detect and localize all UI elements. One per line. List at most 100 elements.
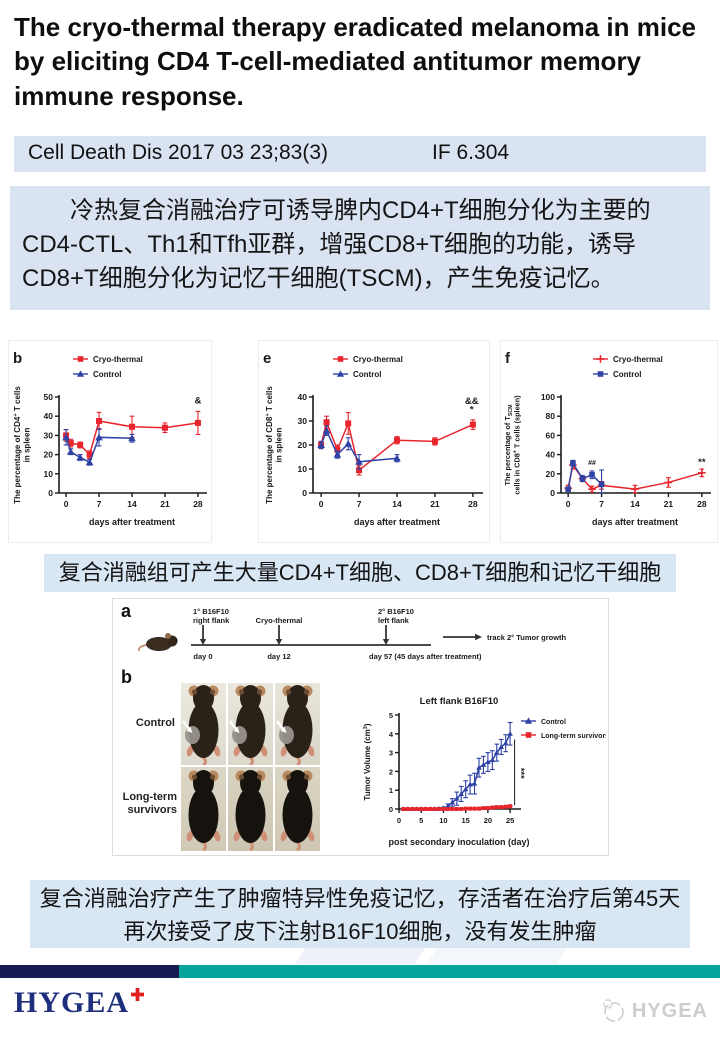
svg-text:15: 15 xyxy=(461,816,469,825)
svg-text:20: 20 xyxy=(484,816,492,825)
impact-factor: IF 6.304 xyxy=(432,141,510,164)
svg-text:cells in CD8+ T cells (spleen): cells in CD8+ T cells (spleen) xyxy=(513,395,522,495)
hygea-logo-text: HYGEA xyxy=(14,986,130,1019)
svg-text:7: 7 xyxy=(357,499,362,509)
footer-bar-navy xyxy=(0,965,179,978)
svg-text:50: 50 xyxy=(44,392,54,402)
hygea-watermark-text: HYGEA xyxy=(631,999,708,1022)
svg-text:Control: Control xyxy=(541,719,566,726)
svg-text:10: 10 xyxy=(44,469,54,479)
summary-box: 冷热复合消融治疗可诱导脾内CD4+T细胞分化为主要的CD4-CTL、Th1和Tf… xyxy=(10,186,710,310)
decorative-ribbon xyxy=(427,948,567,964)
svg-text:0: 0 xyxy=(302,488,307,498)
svg-text:10: 10 xyxy=(298,464,308,474)
memory-caption-line1: 复合消融治疗产生了肿瘤特异性免疫记忆，存活者在治疗后第45天 xyxy=(39,886,681,911)
svg-text:b: b xyxy=(13,350,22,367)
svg-text:30: 30 xyxy=(298,416,308,426)
svg-text:The percentage of CD8+ T cells: The percentage of CD8+ T cells xyxy=(265,386,274,504)
svg-text:2° B16F10: 2° B16F10 xyxy=(378,607,414,616)
mouse-photo xyxy=(275,683,320,765)
hygea-logo: HYGEA xyxy=(14,986,145,1020)
svg-text:21: 21 xyxy=(664,499,674,509)
tscm-chart: 0 20 40 60 80 100 0 7 14 21 28 days after treatment… xyxy=(503,350,711,527)
photo-row-label-control: Control xyxy=(135,717,175,729)
svg-text:0: 0 xyxy=(566,499,571,509)
svg-text:**: ** xyxy=(698,457,706,468)
svg-text:80: 80 xyxy=(546,411,556,421)
svg-text:0: 0 xyxy=(319,499,324,509)
svg-text:post secondary inoculation (da: post secondary inoculation (day) xyxy=(388,837,529,847)
hygea-emblem-icon xyxy=(600,998,626,1024)
svg-text:30: 30 xyxy=(44,430,54,440)
svg-text:Cryo-thermal: Cryo-thermal xyxy=(93,355,143,364)
svg-text:##: ## xyxy=(588,460,596,467)
svg-text:1° B16F10: 1° B16F10 xyxy=(193,607,229,616)
cd4-spleen-chart: 0 10 20 30 40 50 0 7 14 21 28 days after treatment T… xyxy=(13,350,207,527)
svg-text:21: 21 xyxy=(160,499,170,509)
charts-caption: 复合消融组可产生大量CD4+T细胞、CD8+T细胞和记忆干细胞 xyxy=(44,554,676,592)
svg-text:Long-term survivors: Long-term survivors xyxy=(541,733,606,740)
footer-bar-teal xyxy=(179,965,720,978)
svg-text:0: 0 xyxy=(389,805,393,814)
memory-figure-card: a 1° B16F10 right flank Cryo-thermal 2° B16… xyxy=(112,598,609,856)
svg-text:7: 7 xyxy=(599,499,604,509)
svg-text:The percentage of TSCM: The percentage of TSCM xyxy=(503,404,514,486)
svg-text:40: 40 xyxy=(44,411,54,421)
svg-text:track 2° Tumor growth: track 2° Tumor growth xyxy=(487,633,567,642)
mouse-photo xyxy=(181,767,226,851)
svg-text:28: 28 xyxy=(468,499,478,509)
svg-text:&&: && xyxy=(465,396,479,407)
chart-panel-tscm: 0 20 40 60 80 100 0 7 14 21 28 days after treatment… xyxy=(500,340,718,543)
citation-text: Cell Death Dis 2017 03 23;83(3) xyxy=(28,141,329,164)
citation-bar: Cell Death Dis 2017 03 23;83(3) IF 6.304 xyxy=(14,136,706,172)
svg-text:14: 14 xyxy=(392,499,402,509)
tumor-growth-chart: 0 1 2 3 4 5 0 5 10 15 20 25 post secondary inoculati… xyxy=(363,696,606,847)
svg-text:5: 5 xyxy=(419,816,423,825)
panel-a-letter: a xyxy=(121,601,132,621)
svg-text:e: e xyxy=(263,350,271,367)
svg-text:28: 28 xyxy=(193,499,203,509)
svg-text:25: 25 xyxy=(506,816,514,825)
svg-text:*: * xyxy=(470,405,474,416)
svg-text:0: 0 xyxy=(397,816,401,825)
svg-text:40: 40 xyxy=(546,450,556,460)
svg-text:0: 0 xyxy=(64,499,69,509)
svg-text:days after treatment: days after treatment xyxy=(592,517,678,527)
mouse-photo xyxy=(228,683,273,765)
svg-text:28: 28 xyxy=(697,499,707,509)
panel-b-letter: b xyxy=(121,667,132,687)
svg-text:20: 20 xyxy=(546,469,556,479)
svg-text:in spleen: in spleen xyxy=(275,428,284,463)
svg-text:Control: Control xyxy=(93,370,121,379)
svg-text:3: 3 xyxy=(389,749,393,758)
photo-row-label-survivors: Long-term survivors xyxy=(122,791,177,817)
svg-text:Control: Control xyxy=(613,370,641,379)
svg-text:0: 0 xyxy=(48,488,53,498)
summary-text: 冷热复合消融治疗可诱导脾内CD4+T细胞分化为主要的CD4-CTL、Th1和Tf… xyxy=(22,197,651,293)
memory-caption-line2: 再次接受了皮下注射B16F10细胞，没有发生肿瘤 xyxy=(123,919,597,944)
memory-caption: 复合消融治疗产生了肿瘤特异性免疫记忆，存活者在治疗后第45天 再次接受了皮下注射… xyxy=(30,880,690,948)
svg-text:day 12: day 12 xyxy=(267,652,290,661)
svg-text:day 57 (45 days after treatmen: day 57 (45 days after treatment) xyxy=(369,652,482,661)
red-cross-icon xyxy=(131,988,145,1001)
svg-text:Cryo-thermal: Cryo-thermal xyxy=(613,355,663,364)
chart-panel-cd8: 0 10 20 30 40 0 7 14 21 28 days after treatment The… xyxy=(258,340,490,543)
hygea-watermark: HYGEA xyxy=(600,998,708,1024)
mouse-photo xyxy=(275,767,320,851)
svg-text:2: 2 xyxy=(389,767,393,776)
chart-panel-cd4: 0 10 20 30 40 50 0 7 14 21 28 days after treatment T… xyxy=(8,340,212,543)
svg-text:The percentage of CD4+ T cells: The percentage of CD4+ T cells xyxy=(13,386,22,504)
mouse-photo xyxy=(228,767,273,851)
svg-text:100: 100 xyxy=(541,392,555,402)
svg-text:Control: Control xyxy=(353,370,381,379)
svg-text:in spleen: in spleen xyxy=(23,428,32,463)
svg-text:21: 21 xyxy=(430,499,440,509)
svg-text:right flank: right flank xyxy=(193,616,230,625)
mouse-photo xyxy=(181,683,226,765)
svg-text:14: 14 xyxy=(630,499,640,509)
svg-text:Left flank B16F10: Left flank B16F10 xyxy=(420,696,499,707)
svg-text:20: 20 xyxy=(298,440,308,450)
svg-text:days after treatment: days after treatment xyxy=(89,517,175,527)
